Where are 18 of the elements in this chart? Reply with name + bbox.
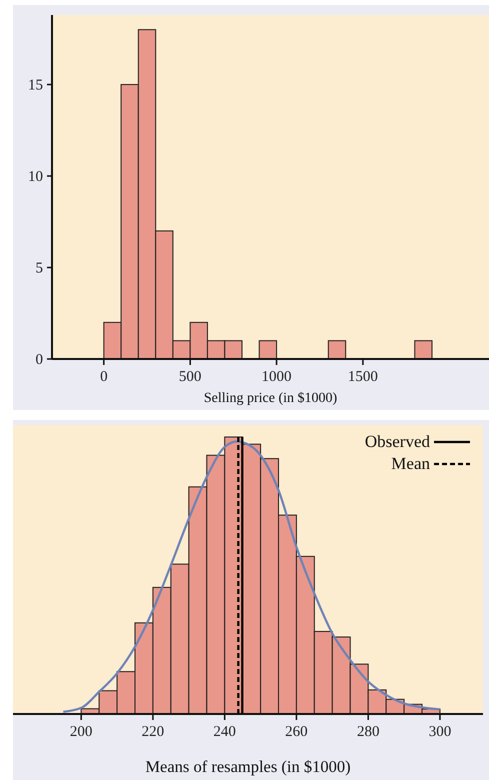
x-tick-label: 300 — [428, 724, 452, 740]
y-tick-label: 10 — [28, 169, 43, 186]
x-axis-title: Means of resamples (in $1000) — [145, 757, 351, 776]
x-tick-label: 1500 — [348, 369, 378, 385]
x-tick-label: 220 — [142, 724, 164, 740]
legend-label: Observed — [364, 432, 430, 451]
y-tick-label: 0 — [36, 352, 43, 368]
x-tick-label: 1000 — [262, 369, 292, 385]
x-axis-title: Selling price (in $1000) — [204, 391, 338, 406]
x-tick-label: 280 — [356, 724, 380, 740]
x-tick-label: 200 — [70, 724, 92, 740]
y-tick-label: 5 — [36, 260, 43, 277]
x-tick-label: 240 — [213, 724, 236, 740]
x-tick-label: 500 — [178, 369, 202, 385]
x-tick-label: 260 — [285, 724, 308, 740]
x-tick-label: 0 — [100, 369, 108, 385]
y-tick-label: 15 — [28, 78, 43, 94]
legend-label: Mean — [391, 454, 430, 473]
